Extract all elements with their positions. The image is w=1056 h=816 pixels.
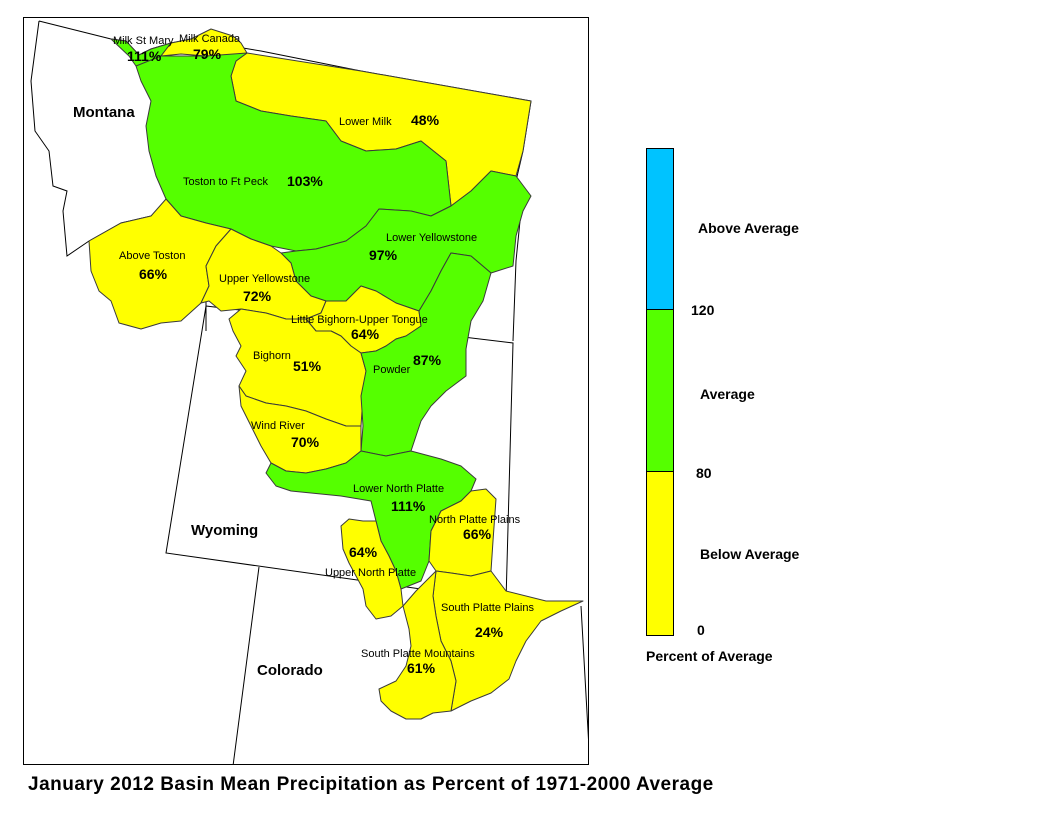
legend-break-0: 0: [697, 622, 705, 638]
basin-name-label: Above Toston: [119, 250, 185, 262]
state-labels: Montana Wyoming Colorado: [73, 104, 323, 679]
basin-percent-label: 111%: [127, 48, 162, 64]
colorado-boundary: [232, 566, 588, 764]
basin-name-label: Milk St Mary: [113, 35, 174, 47]
basin-percent-label: 72%: [243, 288, 272, 304]
legend-break-120: 120: [691, 302, 715, 318]
legend-swatch-average: [646, 309, 674, 472]
basin-name-label: Bighorn: [253, 350, 291, 362]
basin-percent-label: 79%: [193, 46, 222, 62]
basin-percent-label: 61%: [407, 660, 436, 676]
basin-south-platte-plains: [432, 570, 584, 712]
legend: Above Average 120 Average 80 Below Avera…: [640, 140, 900, 680]
basin-name-label: Powder: [373, 364, 411, 376]
basin-percent-label: 64%: [349, 544, 378, 560]
basin-percent-label: 66%: [139, 266, 168, 282]
legend-title: Percent of Average: [646, 648, 773, 664]
legend-label-below: Below Average: [700, 546, 800, 562]
basin-map: Montana Wyoming Colorado Milk St Mary111…: [30, 20, 588, 764]
basin-name-label: Lower North Platte: [353, 483, 444, 495]
basin-name-label: Lower Yellowstone: [386, 232, 477, 244]
basin-percent-label: 70%: [291, 434, 320, 450]
basin-name-label: South Platte Plains: [441, 602, 534, 614]
basin-percent-label: 66%: [463, 526, 492, 542]
legend-break-80: 80: [696, 465, 712, 481]
legend-label-average: Average: [700, 386, 755, 402]
basin-name-label: Toston to Ft Peck: [183, 176, 268, 188]
basin-percent-label: 24%: [475, 624, 504, 640]
state-label-montana: Montana: [73, 104, 135, 121]
legend-label-above: Above Average: [698, 220, 799, 236]
basin-name-label: South Platte Mountains: [361, 648, 475, 660]
basin-percent-label: 97%: [369, 247, 398, 263]
state-label-colorado: Colorado: [257, 662, 323, 679]
basin-name-label: North Platte Plains: [429, 514, 521, 526]
basin-percent-label: 48%: [411, 112, 440, 128]
basin-south-platte-mountains: [378, 570, 457, 720]
basin-name-label: Little Bighorn-Upper Tongue: [291, 314, 428, 326]
map-frame: Montana Wyoming Colorado Milk St Mary 111…: [23, 17, 589, 765]
basin-polygons: [88, 28, 584, 720]
basin-percent-label: 87%: [413, 352, 442, 368]
basin-percent-label: 51%: [293, 358, 322, 374]
legend-swatch-below: [646, 471, 674, 636]
basin-name-label: Upper Yellowstone: [219, 273, 310, 285]
basin-name-label: Milk Canada: [179, 33, 241, 45]
legend-swatch-above: [646, 148, 674, 310]
basin-name-label: Upper North Platte: [325, 567, 416, 579]
map-title: January 2012 Basin Mean Precipitation as…: [28, 774, 714, 795]
basin-name-label: Wind River: [251, 420, 305, 432]
basin-percent-label: 103%: [287, 173, 323, 189]
state-label-wyoming: Wyoming: [191, 522, 258, 539]
basin-percent-label: 111%: [391, 498, 426, 514]
basin-percent-label: 64%: [351, 326, 380, 342]
basin-name-label: Lower Milk: [339, 116, 392, 128]
